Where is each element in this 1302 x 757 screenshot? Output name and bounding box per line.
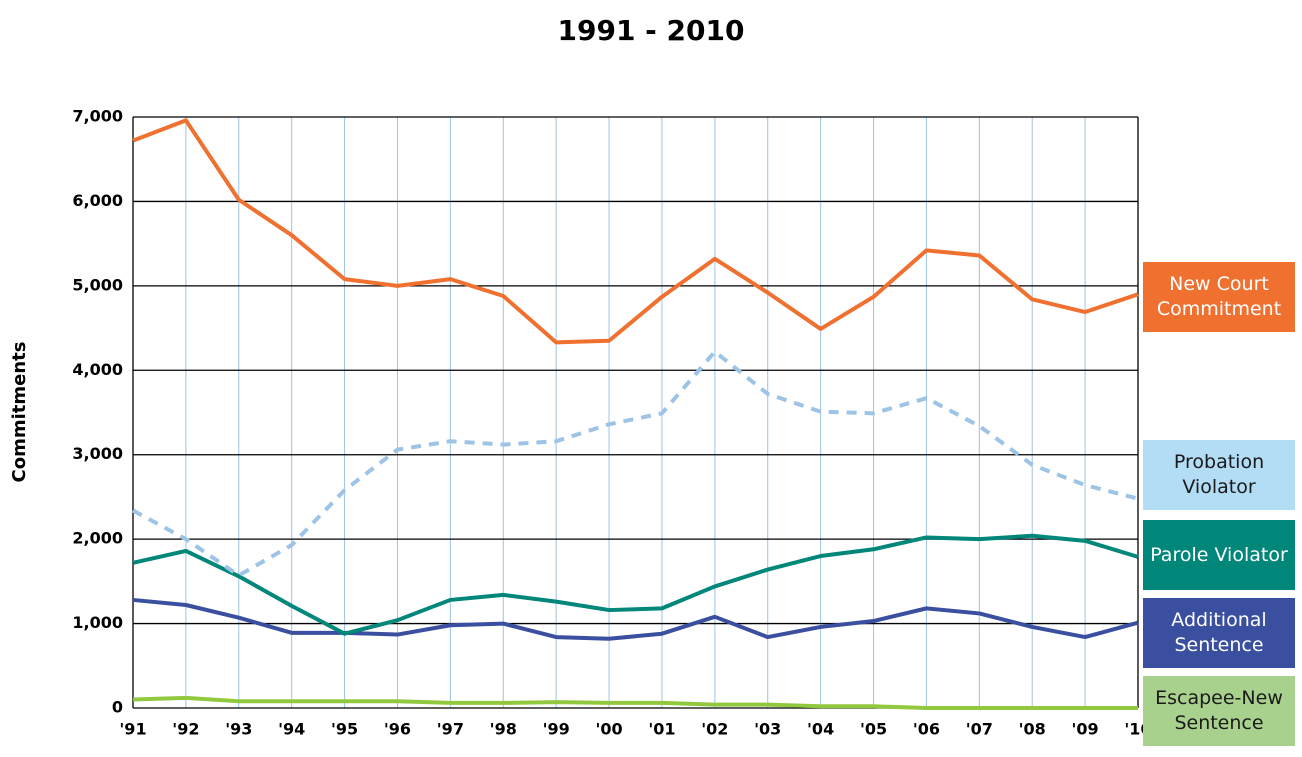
x-tick-label: '09	[1072, 720, 1099, 739]
x-tick-label: '94	[278, 720, 305, 739]
x-tick-label: '97	[437, 720, 464, 739]
legend-entry: Escapee-New Sentence	[1143, 676, 1295, 746]
y-tick-label: 4,000	[72, 360, 123, 379]
legend-entry: New Court Commitment	[1143, 262, 1295, 332]
x-tick-label: '04	[807, 720, 834, 739]
x-tick-label: '96	[384, 720, 411, 739]
x-tick-label: '07	[966, 720, 993, 739]
legend-entry: Probation Violator	[1143, 440, 1295, 510]
x-tick-label: '95	[331, 720, 358, 739]
series-line	[132, 597, 1139, 641]
legend-entry: Parole Violator	[1143, 520, 1295, 590]
y-tick-label: 1,000	[72, 613, 123, 632]
x-tick-label: '00	[595, 720, 622, 739]
y-tick-label: 5,000	[72, 275, 123, 294]
y-tick-label: 0	[112, 698, 123, 717]
x-tick-label: '06	[913, 720, 940, 739]
y-tick-label: 6,000	[72, 191, 123, 210]
y-tick-label: 3,000	[72, 444, 123, 463]
x-tick-label: '05	[860, 720, 887, 739]
x-tick-label: '01	[648, 720, 675, 739]
series-line	[132, 349, 1139, 578]
x-tick-label: '99	[543, 720, 570, 739]
series-line	[132, 118, 1139, 345]
chart-title: 1991 - 2010	[558, 14, 745, 47]
x-tick-label: '02	[701, 720, 728, 739]
y-tick-label: 2,000	[72, 529, 123, 548]
y-tick-label: 7,000	[72, 107, 123, 126]
x-tick-label: '92	[172, 720, 199, 739]
legend-entry: Additional Sentence	[1143, 598, 1295, 668]
x-tick-label: '93	[225, 720, 252, 739]
x-tick-label: '08	[1019, 720, 1046, 739]
series-line	[132, 533, 1139, 636]
x-tick-label: '98	[490, 720, 517, 739]
x-tick-label: '91	[119, 720, 146, 739]
x-tick-label: '03	[754, 720, 781, 739]
series-line	[132, 695, 1138, 710]
y-axis-label: Commitments	[9, 342, 30, 483]
